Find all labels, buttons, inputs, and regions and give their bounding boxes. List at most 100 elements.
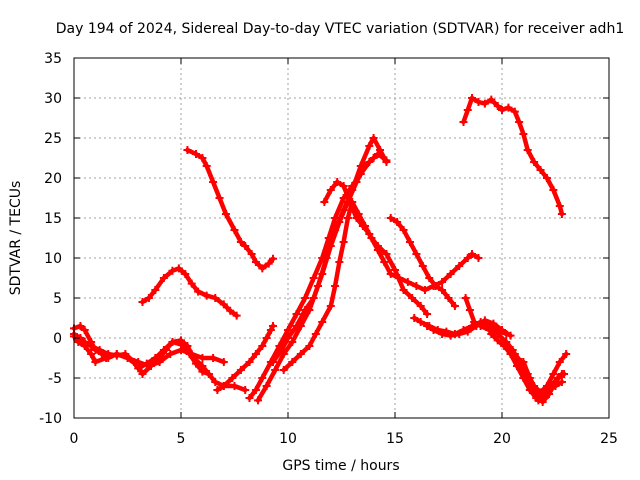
data-point: [405, 238, 414, 246]
data-point: [144, 294, 153, 302]
data-point: [121, 350, 130, 358]
x-tick-label: 0: [70, 431, 79, 447]
data-point: [361, 162, 370, 170]
data-point: [399, 226, 408, 234]
data-point: [474, 98, 483, 106]
data-point: [311, 330, 320, 338]
data-point: [339, 238, 348, 246]
data-point: [425, 274, 434, 282]
data-point: [545, 390, 554, 398]
data-point: [76, 322, 85, 330]
data-point: [365, 230, 374, 238]
data-point: [463, 106, 472, 114]
x-tick-label: 25: [600, 431, 618, 447]
data-point: [562, 350, 571, 358]
data-point: [480, 316, 489, 325]
series-line: [322, 179, 481, 293]
data-point: [365, 142, 374, 150]
data-point: [489, 319, 498, 328]
data-point: [416, 302, 425, 310]
data-point: [151, 354, 160, 362]
data-point: [386, 270, 395, 278]
chart-title: Day 194 of 2024, Sidereal Day-to-day VTE…: [56, 21, 624, 37]
series-line: [215, 323, 276, 393]
data-point: [230, 382, 239, 390]
data-point: [129, 358, 138, 366]
data-point: [198, 154, 207, 162]
series-arc-12: [386, 214, 459, 310]
x-tick-label: 5: [177, 431, 186, 447]
data-point: [219, 382, 228, 390]
data-point: [382, 250, 391, 258]
data-point: [258, 264, 267, 273]
data-point: [288, 358, 297, 366]
data-point: [555, 358, 564, 366]
series-arc-9: [269, 154, 378, 366]
data-point: [429, 326, 438, 334]
data-point: [493, 102, 502, 110]
data-point: [519, 358, 528, 366]
data-point: [438, 330, 447, 338]
data-series-group: [70, 94, 571, 406]
data-point: [530, 158, 539, 166]
data-point: [309, 294, 318, 302]
data-point: [438, 286, 447, 294]
data-point: [326, 302, 335, 310]
data-point: [474, 254, 483, 262]
data-point: [538, 398, 547, 406]
data-point: [376, 146, 385, 154]
data-point: [211, 294, 220, 302]
data-point: [198, 354, 207, 362]
data-point: [423, 322, 432, 330]
series-arc-7: [245, 150, 391, 402]
data-point: [515, 118, 524, 126]
data-point: [463, 254, 472, 262]
data-point: [318, 270, 327, 278]
data-point: [236, 366, 245, 374]
data-point: [498, 326, 506, 334]
data-point: [80, 326, 89, 334]
axis-ticks: [73, 57, 610, 419]
data-point: [185, 350, 194, 358]
data-point: [416, 318, 425, 326]
series-line: [140, 266, 239, 318]
data-point: [335, 258, 344, 266]
data-point: [542, 382, 551, 390]
data-point: [288, 338, 297, 346]
data-point: [551, 378, 560, 386]
data-point: [138, 298, 147, 306]
data-point: [221, 210, 230, 218]
plot-frame: [73, 57, 610, 419]
data-point: [555, 202, 564, 210]
data-point: [542, 174, 551, 182]
data-point: [468, 94, 477, 102]
data-point: [166, 350, 175, 358]
data-point: [87, 350, 96, 358]
data-point: [301, 306, 310, 314]
data-point: [209, 178, 218, 186]
series-arc-19: [519, 358, 566, 406]
data-point: [382, 158, 391, 166]
data-point: [292, 322, 301, 330]
data-point: [228, 374, 237, 382]
data-point: [412, 250, 421, 258]
data-point: [532, 390, 541, 398]
data-point: [393, 218, 402, 226]
data-point: [269, 322, 278, 330]
data-point: [219, 300, 228, 309]
data-point: [168, 338, 177, 346]
data-point: [557, 210, 566, 218]
data-point: [399, 286, 408, 294]
data-point: [138, 370, 147, 378]
data-point: [296, 350, 305, 358]
data-point: [151, 286, 160, 294]
data-point: [420, 286, 429, 294]
data-point: [258, 342, 267, 350]
data-point: [403, 278, 412, 286]
data-point: [87, 342, 96, 350]
data-point: [343, 214, 352, 222]
data-point: [230, 226, 239, 234]
data-point: [536, 166, 545, 174]
data-point: [487, 95, 496, 104]
y-tick-label: 10: [44, 251, 62, 267]
